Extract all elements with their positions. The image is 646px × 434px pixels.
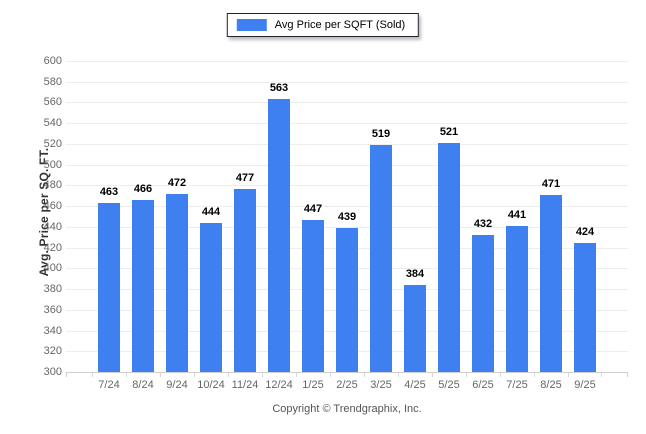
bar[interactable] — [404, 284, 426, 372]
bar-slot: 441 7/25 — [500, 61, 534, 391]
bar-value-label: 519 — [371, 127, 391, 140]
bar[interactable] — [336, 227, 358, 372]
x-axis-tick-label: 2/25 — [336, 379, 358, 391]
bar-value-label: 444 — [201, 205, 221, 218]
x-axis-tick-label: 1/25 — [302, 379, 324, 391]
bar-value-label: 563 — [269, 82, 289, 95]
gridline — [66, 123, 628, 125]
bar-slot: 444 10/24 — [194, 61, 228, 391]
x-axis-tick-label: 11/24 — [231, 379, 259, 391]
bar[interactable] — [166, 193, 188, 372]
bar-value-label: 447 — [303, 202, 323, 215]
y-axis-tick-label: 560 — [43, 96, 62, 109]
bar-slot: 521 5/25 — [432, 61, 466, 391]
copyright: Copyright © Trendgraphix, Inc. — [272, 403, 422, 415]
bar-value-label: 441 — [507, 208, 527, 221]
bar-slot: 439 2/25 — [330, 61, 364, 391]
bar-value-label: 432 — [473, 218, 493, 231]
y-axis-tick-label: 380 — [43, 283, 62, 296]
gridline — [66, 81, 628, 83]
y-axis-tick-label: 340 — [43, 324, 62, 337]
y-axis-tick-label: 440 — [43, 220, 62, 233]
bar-slot: 432 6/25 — [466, 61, 500, 391]
bar[interactable] — [234, 188, 256, 372]
legend-label: Avg Price per SQFT (Sold) — [274, 19, 406, 31]
x-axis-tick-label: 7/25 — [506, 379, 528, 391]
x-axis-tick-label: 8/25 — [540, 379, 562, 391]
bar[interactable] — [438, 142, 460, 372]
bar-slot: 471 8/25 — [534, 61, 568, 391]
x-axis-tick-label: 4/25 — [404, 379, 426, 391]
bar[interactable] — [472, 235, 494, 372]
bar-value-label: 463 — [99, 186, 119, 199]
x-axis-tick-label: 3/25 — [370, 379, 392, 391]
bar[interactable] — [132, 199, 154, 372]
bar-slot: 384 4/25 — [398, 61, 432, 391]
bar[interactable] — [98, 203, 120, 372]
bar-value-label: 384 — [405, 267, 425, 280]
bar-slot: 519 3/25 — [364, 61, 398, 391]
x-axis-tick-label: 8/24 — [132, 379, 154, 391]
y-axis-tick-label: 600 — [43, 55, 62, 67]
y-axis-tick-label: 580 — [43, 75, 62, 88]
x-axis-tick-label: 12/24 — [265, 379, 293, 391]
y-axis-tick-label: 420 — [43, 241, 62, 254]
bar-slot: 563 12/24 — [262, 61, 296, 391]
x-axis-tick-label: 9/25 — [574, 379, 596, 391]
bar[interactable] — [540, 194, 562, 372]
bar-slot: 477 11/24 — [228, 61, 262, 391]
x-axis-tick-label: 9/24 — [166, 379, 188, 391]
bar[interactable] — [370, 144, 392, 372]
y-axis-tick-label: 480 — [43, 179, 62, 192]
gridline — [66, 143, 628, 145]
x-axis-tick-label: 10/24 — [197, 379, 225, 391]
legend: Avg Price per SQFT (Sold) — [226, 13, 420, 37]
bar-slot: 472 9/24 — [160, 61, 194, 391]
y-axis-tick-label: 540 — [43, 117, 62, 130]
bar-value-label: 466 — [133, 182, 153, 195]
gridline — [66, 102, 628, 104]
bars-container: 463 7/24 466 8/24 472 9/24 444 10/24 477 11/24 563… — [66, 61, 628, 391]
plot-area: 463 7/24 466 8/24 472 9/24 444 10/24 477 11/24 563… — [66, 61, 628, 391]
y-axis-tick-label: 300 — [43, 366, 62, 378]
bar-value-label: 471 — [541, 177, 561, 190]
y-axis-tick-label: 500 — [43, 158, 62, 171]
bar[interactable] — [574, 243, 596, 372]
bar-value-label: 439 — [337, 210, 357, 223]
y-axis-tick-label: 460 — [43, 200, 62, 213]
bar[interactable] — [302, 219, 324, 372]
x-axis-tick-label: 6/25 — [472, 379, 494, 391]
bar[interactable] — [268, 99, 290, 372]
bar-slot: 463 7/24 — [92, 61, 126, 391]
gridline — [66, 185, 628, 187]
y-axis-tick-label: 400 — [43, 262, 62, 275]
bar-slot: 466 8/24 — [126, 61, 160, 391]
x-axis-tick-label: 7/24 — [98, 379, 120, 391]
gridline — [66, 61, 628, 62]
bar-slot: 447 1/25 — [296, 61, 330, 391]
legend-swatch-icon — [236, 19, 267, 31]
y-axis-tick-label: 320 — [43, 345, 62, 358]
gridline — [66, 226, 628, 228]
gridline — [66, 164, 628, 166]
y-axis-tick-label: 520 — [43, 137, 62, 150]
bar-value-label: 424 — [575, 226, 595, 239]
bar-value-label: 477 — [235, 171, 255, 184]
bar[interactable] — [200, 222, 222, 372]
y-axis-tick-label: 360 — [43, 303, 62, 316]
bar-value-label: 472 — [167, 176, 187, 189]
x-axis-tick-label: 5/25 — [438, 379, 460, 391]
legend-item[interactable]: Avg Price per SQFT (Sold) — [236, 19, 406, 31]
bar-slot: 424 9/25 — [568, 61, 602, 391]
bar-value-label: 521 — [439, 125, 459, 138]
bar[interactable] — [506, 225, 528, 372]
gridline — [66, 206, 628, 208]
